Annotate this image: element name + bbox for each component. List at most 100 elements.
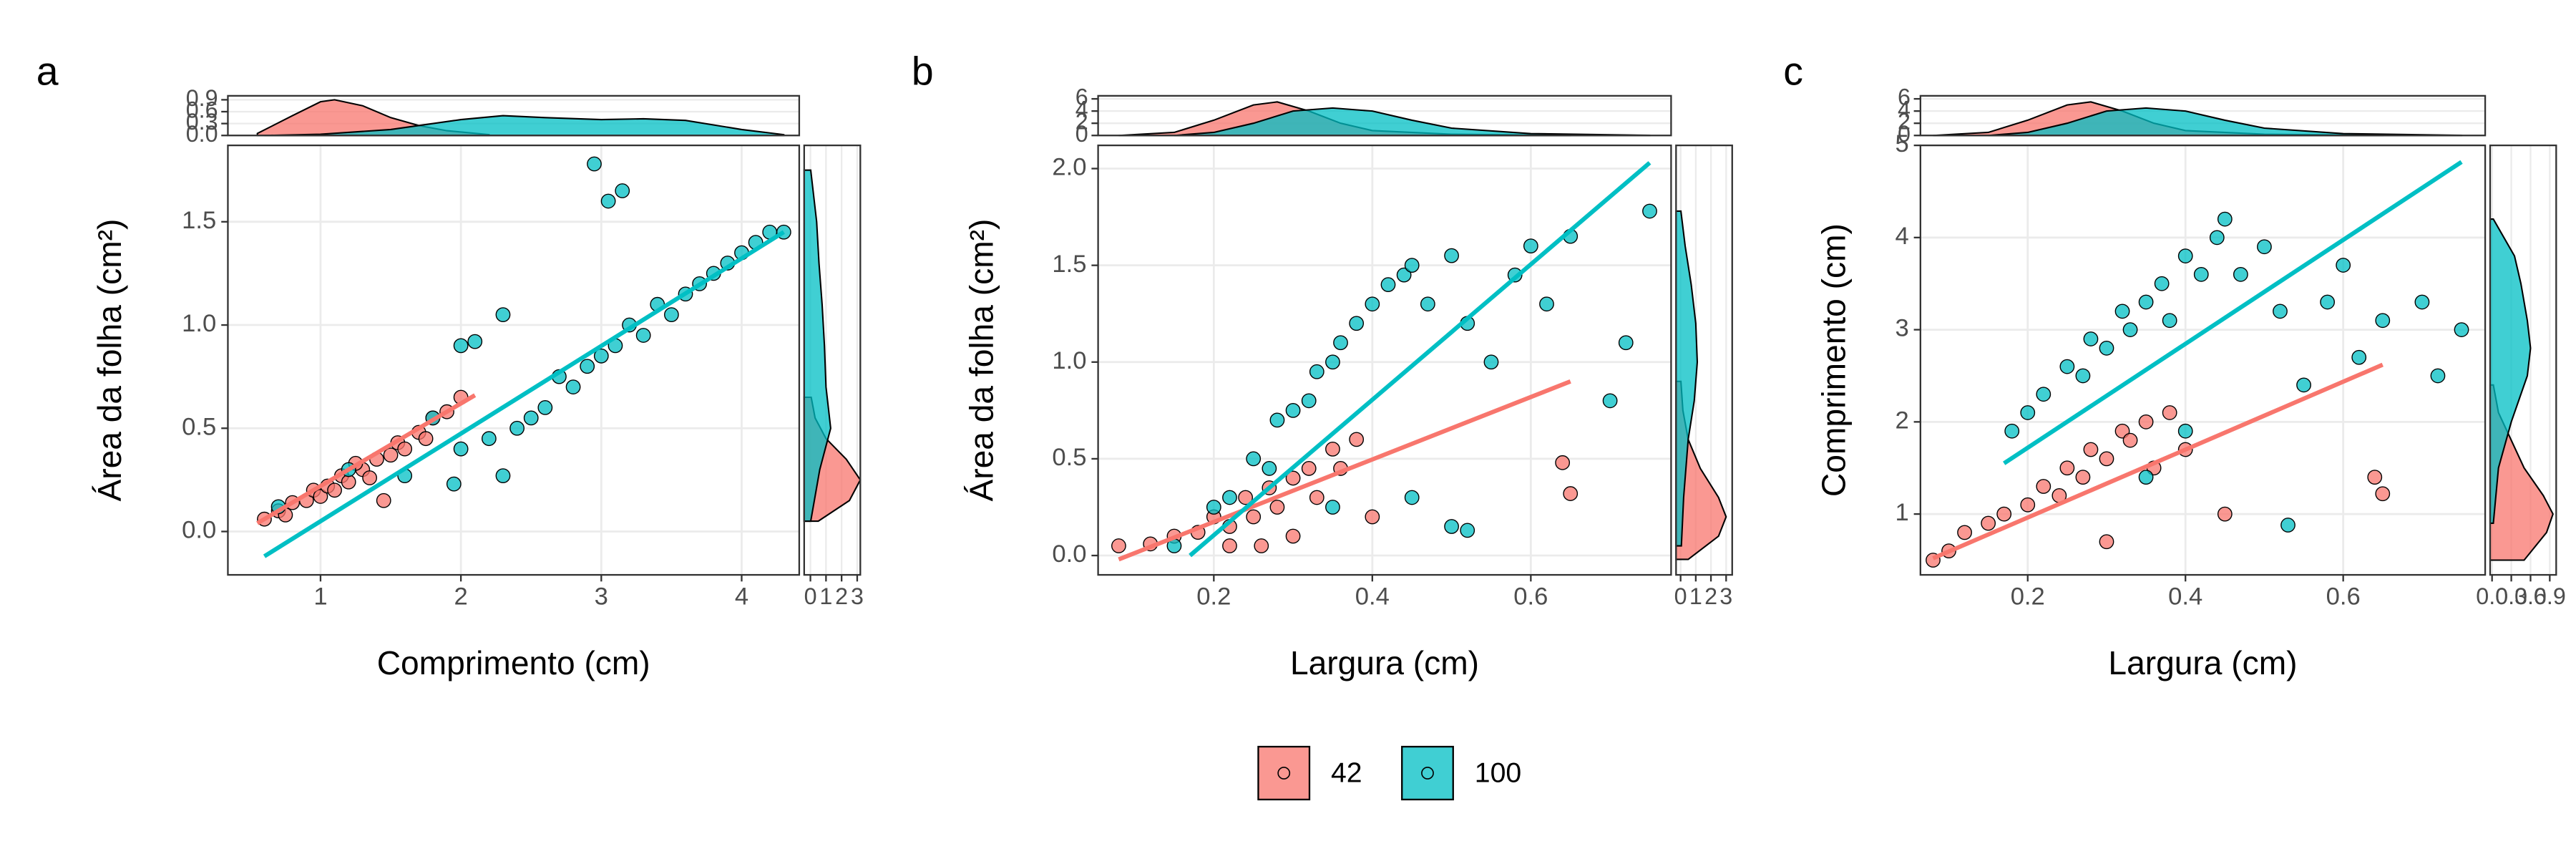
- point: [2414, 294, 2430, 310]
- y-tick-label: 0: [1075, 121, 1088, 147]
- x-tick-label: 0: [804, 583, 817, 609]
- fit-line: [1189, 161, 1652, 558]
- point: [1325, 354, 1340, 370]
- point: [313, 489, 328, 504]
- point: [615, 183, 630, 198]
- point: [2296, 377, 2311, 393]
- x-tick-label: 1: [313, 583, 327, 611]
- point: [467, 334, 483, 349]
- point: [495, 468, 511, 483]
- x-tick-label: 3: [595, 583, 608, 611]
- point: [446, 476, 462, 492]
- point: [1111, 538, 1126, 553]
- y-tick-label: 6: [1075, 84, 1088, 110]
- y-tick-label: 1.0: [182, 310, 216, 337]
- point: [1222, 538, 1237, 553]
- point: [2375, 486, 2391, 502]
- point: [1420, 296, 1435, 312]
- point: [1285, 402, 1301, 418]
- point: [1483, 354, 1499, 370]
- y-tick-label: 2.0: [1052, 154, 1086, 181]
- point: [1246, 451, 1262, 467]
- point: [2020, 497, 2036, 513]
- x-tick-label: 0.0: [2476, 583, 2508, 609]
- point: [565, 379, 581, 394]
- point: [2177, 423, 2193, 439]
- point: [2193, 266, 2209, 282]
- x-tick-label: 0: [1674, 583, 1687, 609]
- point: [2036, 479, 2051, 494]
- point: [1460, 523, 1475, 538]
- point: [1325, 500, 1340, 515]
- point: [383, 447, 399, 463]
- x-axis-title: Largura (cm): [2108, 644, 2297, 681]
- y-tick-label: 4: [1895, 223, 1908, 250]
- x-tick-label: 3: [1719, 583, 1732, 609]
- point: [1444, 519, 1459, 534]
- y-tick-label: 5: [1895, 130, 1908, 157]
- point: [664, 307, 679, 323]
- legend-label: 42: [1331, 757, 1362, 789]
- x-tick-label: 0.6: [2514, 583, 2547, 609]
- panel-background: [1098, 145, 1672, 576]
- point: [453, 441, 469, 457]
- y-tick-label: 0.5: [1052, 444, 1086, 471]
- y-axis-title: Área da folha (cm²): [963, 219, 1000, 502]
- point: [2122, 432, 2138, 448]
- point: [2217, 211, 2233, 227]
- point: [1444, 248, 1459, 263]
- x-tick-label: 0.3: [2495, 583, 2527, 609]
- point: [1269, 500, 1285, 515]
- point: [2320, 294, 2336, 310]
- y-tick-label: 3: [1895, 315, 1908, 342]
- point: [1365, 296, 1380, 312]
- point: [580, 359, 595, 374]
- point: [1396, 267, 1412, 283]
- point: [1238, 490, 1254, 505]
- y-tick-label: 1.5: [1052, 251, 1086, 278]
- x-tick-label: 0.4: [2168, 583, 2202, 611]
- fit-line: [256, 393, 477, 525]
- y-tick-label: 2: [1898, 109, 1911, 135]
- right-density-border: [803, 144, 862, 576]
- top-density-border: [1097, 94, 1672, 137]
- x-tick-label: 0.6: [1513, 583, 1548, 611]
- point: [593, 348, 609, 364]
- right-density-border: [2489, 144, 2557, 576]
- point: [1539, 296, 1554, 312]
- point: [2430, 368, 2446, 384]
- point: [362, 470, 377, 485]
- point: [397, 441, 413, 457]
- x-tick-label: 0.2: [2011, 583, 2045, 611]
- panel-label: a: [36, 49, 59, 93]
- y-tick-label: 0.6: [186, 97, 218, 123]
- x-tick-label: 2: [1704, 583, 1717, 609]
- point: [1555, 455, 1571, 470]
- y-tick-label: 0.0: [1052, 540, 1086, 568]
- legend-key: [1257, 745, 1311, 801]
- point: [341, 474, 356, 490]
- point: [2154, 276, 2170, 291]
- legend-label: 100: [1475, 757, 1521, 789]
- x-tick-label: 2: [835, 583, 848, 609]
- point: [2099, 534, 2114, 550]
- point: [2004, 423, 2020, 439]
- point: [1642, 203, 1657, 219]
- point: [2177, 248, 2193, 263]
- point: [1349, 316, 1365, 331]
- point: [1262, 461, 1277, 476]
- point: [1365, 509, 1380, 525]
- point: [1285, 528, 1301, 544]
- top-density-border: [1919, 94, 2487, 137]
- point: [2351, 349, 2367, 365]
- point: [1254, 538, 1269, 553]
- top-density-border: [227, 94, 801, 137]
- panel-border: [1097, 144, 1672, 576]
- point: [2083, 442, 2099, 457]
- point: [2375, 313, 2391, 329]
- right-density-border: [1675, 144, 1733, 576]
- point: [2138, 294, 2154, 310]
- point: [2020, 405, 2036, 420]
- point: [1206, 500, 1221, 515]
- point: [2059, 460, 2075, 476]
